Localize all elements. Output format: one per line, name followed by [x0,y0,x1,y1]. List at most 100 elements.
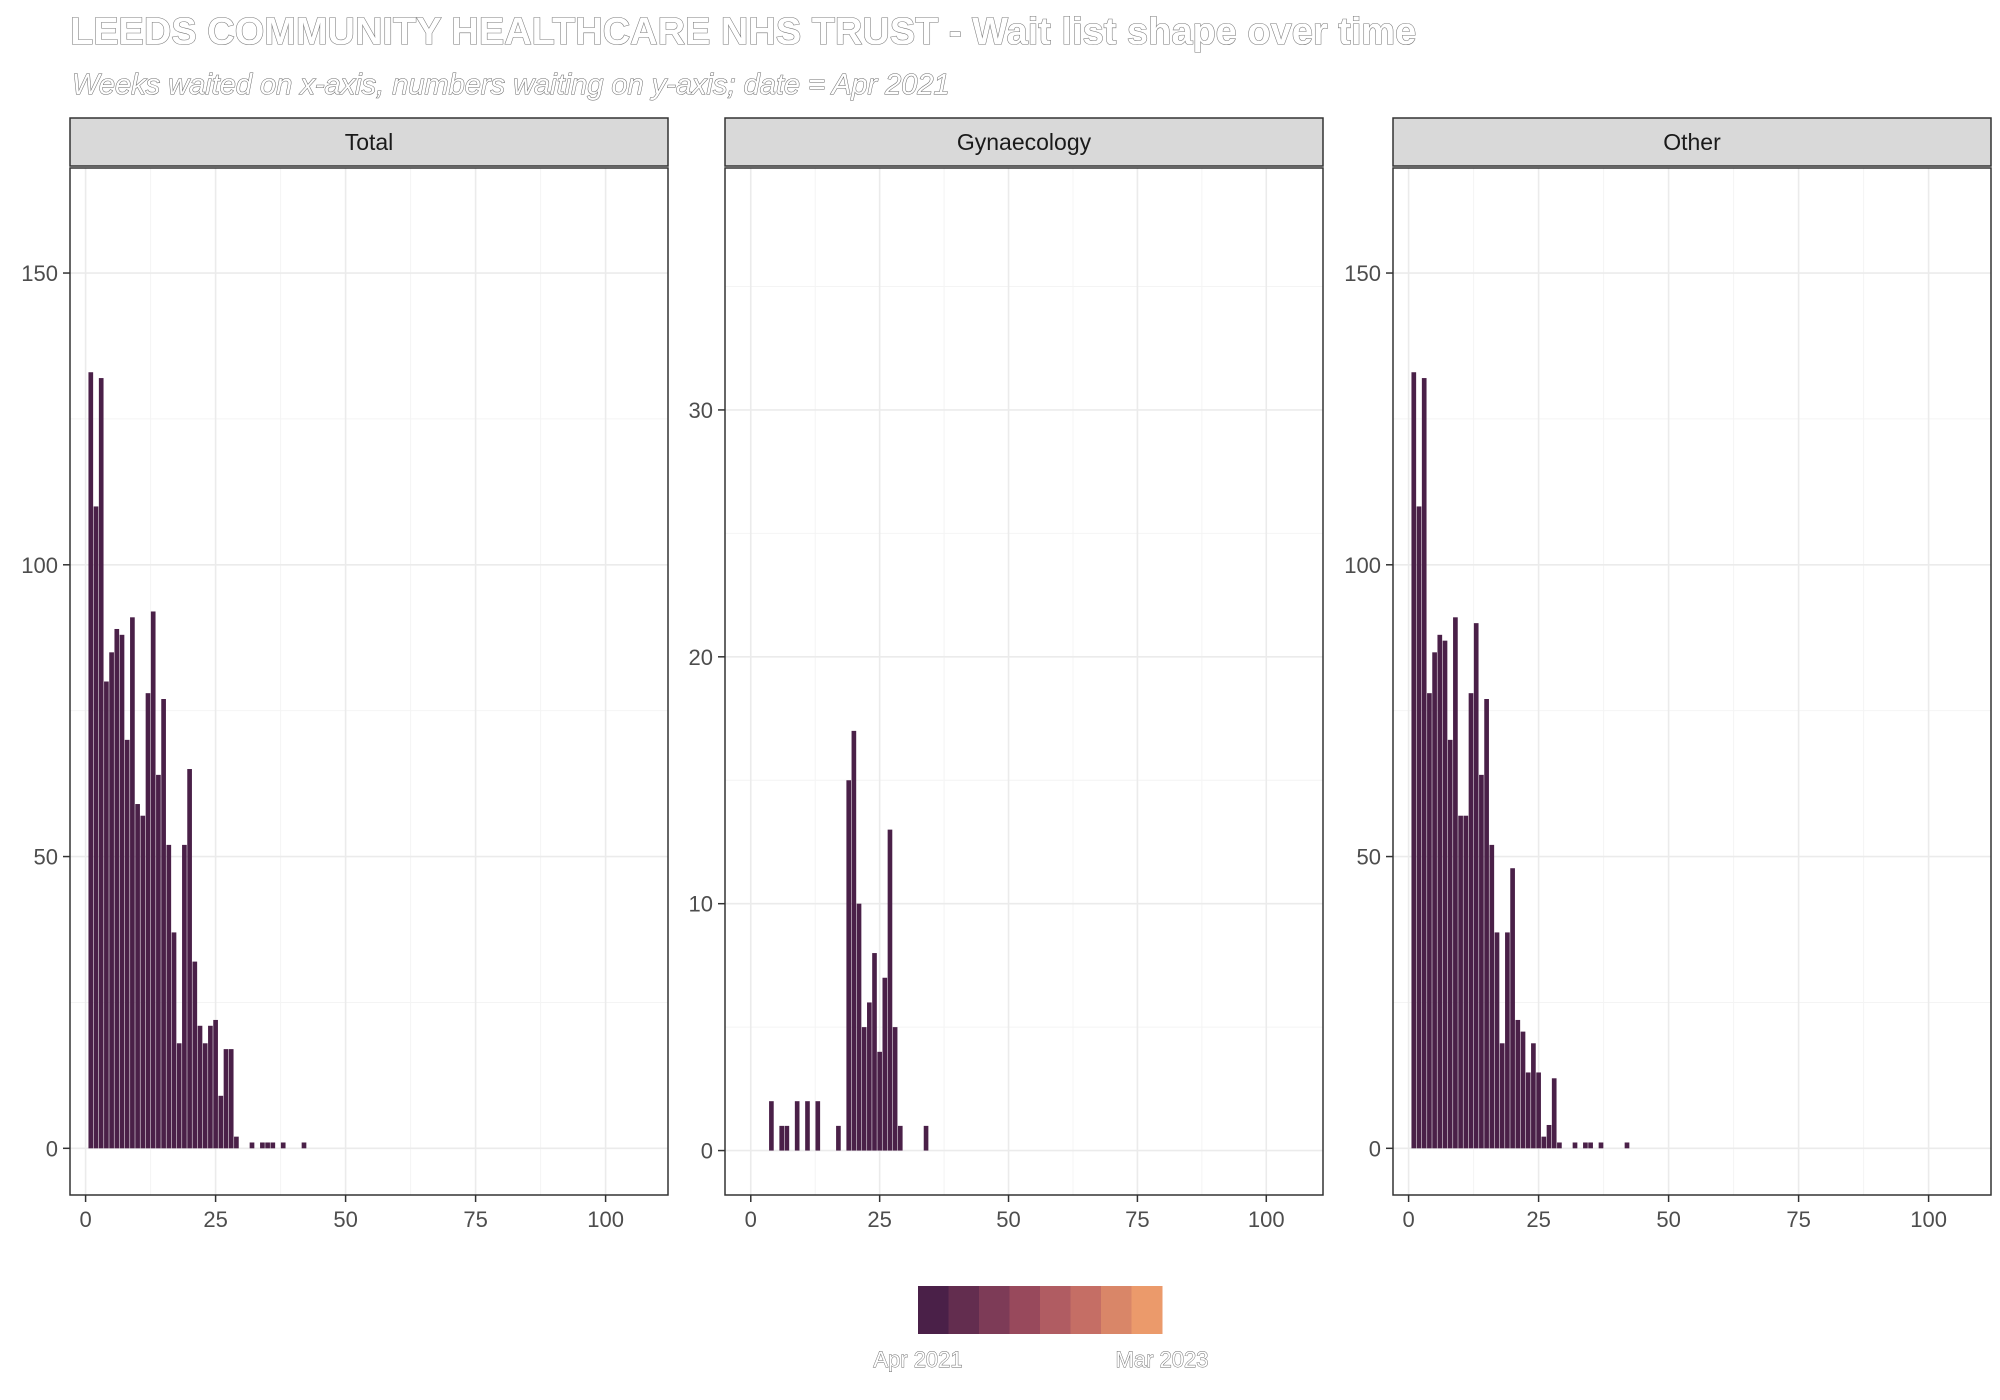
bars [1411,372,1630,1149]
facet-strip-label: Gynaecology [957,129,1092,155]
legend-swatch [1070,1286,1102,1334]
y-tick-label: 10 [689,892,713,917]
bar [1515,1019,1521,1149]
bar [769,1101,774,1151]
bar [1463,815,1469,1149]
bar [104,681,109,1149]
bar [856,903,862,1151]
x-tick-label: 75 [463,1207,487,1232]
bar [130,617,135,1149]
bar [1489,844,1495,1149]
bar [1557,1142,1562,1149]
x-tick-label: 25 [1526,1207,1550,1232]
bar [1442,640,1448,1149]
panel-background [725,168,1323,1195]
bar [1536,1072,1541,1149]
bar [1494,932,1500,1149]
bar [166,844,172,1149]
bar [98,378,104,1149]
bar [187,769,192,1149]
x-tick-label: 75 [1125,1207,1149,1232]
panel-border [1392,167,1992,1196]
x-tick-label: 25 [867,1207,891,1232]
y-tick-label: 0 [701,1139,713,1164]
bar [897,1125,903,1151]
bar [1416,506,1422,1149]
legend-swatch [948,1286,980,1334]
bar [1546,1124,1552,1149]
facet-gynaecology: Gynaecology 0 25 50 75 100 0 10 20 30 [689,117,1324,1232]
bars [88,372,307,1149]
bar [1473,623,1479,1149]
bar [794,1101,800,1151]
bar [867,1002,872,1151]
bar [1453,617,1458,1149]
bar [815,1101,821,1151]
x-tick-label: 50 [1656,1207,1680,1232]
bar [779,1125,785,1151]
bar [1541,1136,1547,1149]
x-tick-label: 25 [203,1207,227,1232]
facet-strip [724,117,1324,167]
y-tick-label: 150 [21,261,58,286]
bar [1525,1072,1531,1149]
x-tick-label: 50 [996,1207,1020,1232]
bar [1427,693,1432,1149]
bar [846,780,852,1151]
chart-subtitle: Weeks waited on x-axis, numbers waiting … [72,69,950,101]
bar [202,1043,208,1149]
bar [784,1125,790,1151]
facet-strip [69,117,669,167]
bar [228,1049,234,1149]
bar [161,699,166,1149]
bar [265,1142,270,1149]
legend-swatch [918,1286,949,1334]
facet-strip-label: Total [345,129,394,155]
y-tick-label: 0 [1369,1136,1381,1161]
bar [1437,634,1443,1149]
y-tick-label: 20 [689,645,713,670]
bar [156,774,161,1149]
bar [1583,1142,1588,1149]
bar [1505,932,1510,1149]
x-tick-label: 50 [333,1207,357,1232]
bar [93,506,99,1149]
panel-border [724,167,1324,1196]
bar [923,1125,929,1151]
bar [260,1142,265,1149]
y-tick-label: 50 [1357,845,1381,870]
bar [887,829,893,1151]
bar [249,1142,255,1149]
bar [836,1125,841,1151]
bars [769,730,929,1151]
x-tick-label: 0 [79,1207,91,1232]
bar [872,953,877,1151]
bar [805,1101,810,1151]
bar [280,1142,286,1149]
color-legend: Apr 2021 Mar 2023 [873,1286,1209,1372]
bar [861,1027,867,1151]
bar [1432,652,1437,1149]
bar [1598,1142,1604,1149]
x-tick-label: 0 [1402,1207,1414,1232]
bar [882,977,888,1151]
bar [1572,1142,1578,1149]
y-tick-label: 50 [34,845,58,870]
bar [851,730,857,1151]
bar [109,652,114,1149]
bar [1624,1142,1630,1149]
bar [301,1142,307,1149]
y-tick-label: 150 [1344,261,1381,286]
legend-swatch [1040,1286,1071,1334]
bar [197,1025,203,1149]
bar [223,1049,229,1149]
legend-colorbar [918,1286,1163,1334]
bar [124,739,130,1149]
bar [1588,1142,1593,1149]
bar [1499,1043,1505,1149]
bar [1447,739,1453,1149]
legend-swatch [1009,1286,1041,1334]
x-tick-label: 75 [1786,1207,1810,1232]
